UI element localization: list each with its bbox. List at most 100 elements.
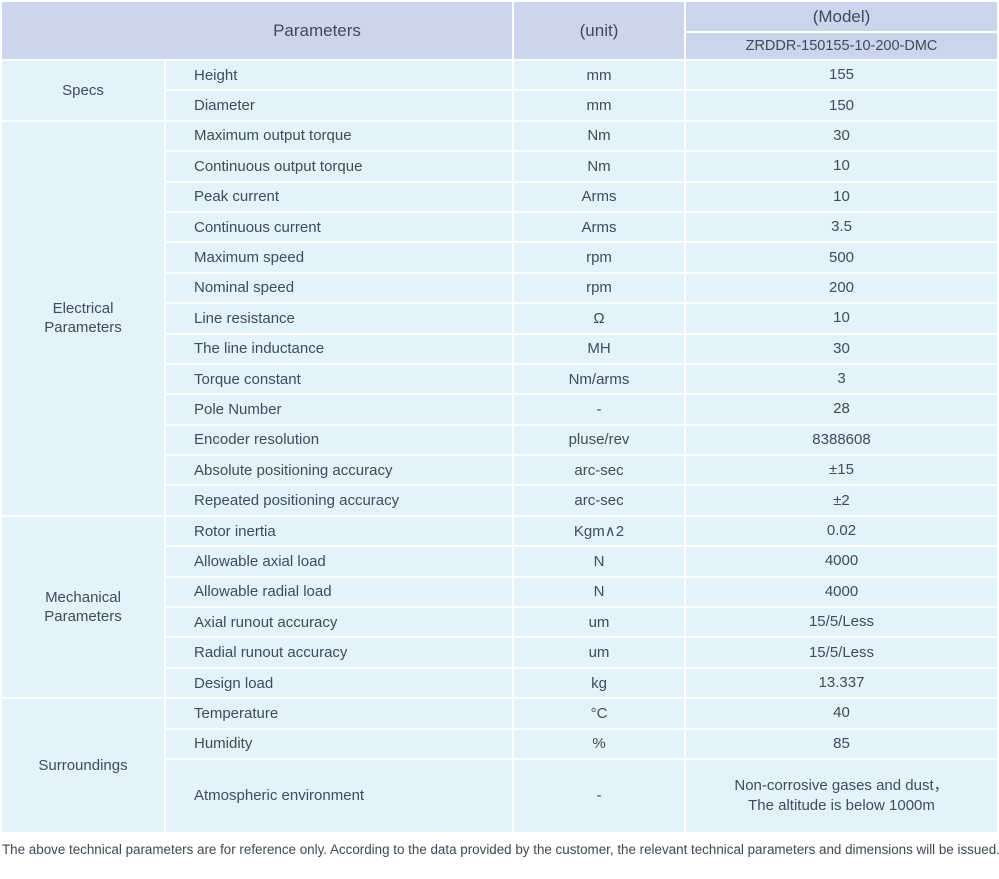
table-row: Line resistance Ω 10 (2, 304, 997, 333)
param-unit: MH (514, 334, 684, 363)
table-row: Pole Number - 28 (2, 395, 997, 424)
param-name: Design load (166, 668, 512, 698)
param-name: Pole Number (166, 395, 512, 424)
table-row: The line inductance MH 30 (2, 334, 997, 363)
param-value: ±15 (686, 456, 997, 485)
param-name: Radial runout accuracy (166, 638, 512, 667)
param-value: 30 (686, 334, 997, 363)
param-unit: % (514, 729, 684, 758)
param-name: Maximum output torque (166, 121, 512, 151)
param-name: The line inductance (166, 334, 512, 363)
param-value: 10 (686, 304, 997, 333)
param-unit: rpm (514, 273, 684, 303)
table-row: Axial runout accuracy um 15/5/Less (2, 608, 997, 637)
table-row: Humidity % 85 (2, 729, 997, 758)
param-unit: um (514, 638, 684, 667)
param-value: 30 (686, 121, 997, 151)
table-row: Continuous output torque Nm 10 (2, 152, 997, 181)
param-unit: arc-sec (514, 486, 684, 515)
param-unit: Nm (514, 121, 684, 151)
header-model: (Model) (686, 2, 997, 31)
param-value: 28 (686, 395, 997, 424)
param-name: Continuous output torque (166, 152, 512, 181)
header-row-1: Parameters (unit) (Model) (2, 2, 997, 59)
footer-note: The above technical parameters are for r… (2, 841, 999, 857)
param-name: Line resistance (166, 304, 512, 333)
param-value: 40 (686, 699, 997, 728)
table-row: Atmospheric environment - Non-corrosive … (2, 759, 997, 832)
table-row: Encoder resolution pluse/rev 8388608 (2, 425, 997, 455)
param-unit: Nm/arms (514, 364, 684, 394)
param-name: Nominal speed (166, 273, 512, 303)
table-row: Radial runout accuracy um 15/5/Less (2, 638, 997, 667)
param-value: 500 (686, 243, 997, 272)
table-row: Design load kg 13.337 (2, 668, 997, 698)
param-value: 4000 (686, 547, 997, 576)
table-row: Allowable radial load N 4000 (2, 577, 997, 607)
param-unit: Nm (514, 152, 684, 181)
header-unit: (unit) (514, 2, 684, 59)
table-row: Nominal speed rpm 200 (2, 273, 997, 303)
param-unit: Ω (514, 304, 684, 333)
header-parameters: Parameters (2, 2, 512, 59)
param-value: 15/5/Less (686, 638, 997, 667)
param-value: Non-corrosive gases and dust， The altitu… (686, 759, 997, 832)
table-row: Diameter mm 150 (2, 91, 997, 120)
param-unit: mm (514, 91, 684, 120)
param-value: 4000 (686, 577, 997, 607)
param-value: ±2 (686, 486, 997, 515)
table-row: Specs Height mm 155 (2, 61, 997, 120)
param-unit: - (514, 759, 684, 832)
section-label-specs: Specs (2, 61, 164, 120)
table-row: Surroundings Temperature °C 40 (2, 699, 997, 832)
param-unit: kg (514, 668, 684, 698)
header-model-value: ZRDDR-150155-10-200-DMC (686, 33, 997, 59)
param-unit: N (514, 547, 684, 576)
param-value: 8388608 (686, 425, 997, 455)
param-name: Continuous current (166, 212, 512, 242)
param-name: Axial runout accuracy (166, 608, 512, 637)
param-value: 0.02 (686, 516, 997, 546)
param-name: Atmospheric environment (166, 759, 512, 832)
param-unit: N (514, 577, 684, 607)
header-row-2: ZRDDR-150155-10-200-DMC (2, 33, 997, 59)
param-unit: mm (514, 61, 684, 90)
param-value: 155 (686, 61, 997, 90)
section-label-surroundings: Surroundings (2, 699, 164, 832)
table-row: Allowable axial load N 4000 (2, 547, 997, 576)
param-name: Allowable axial load (166, 547, 512, 576)
param-unit: arc-sec (514, 456, 684, 485)
param-name: Height (166, 61, 512, 90)
param-value: 10 (686, 152, 997, 181)
param-unit: Arms (514, 182, 684, 211)
section-label-electrical: Electrical Parameters (2, 121, 164, 515)
table-header: Parameters (unit) (Model) ZRDDR-150155-1… (2, 2, 997, 59)
spec-sheet: Parameters (unit) (Model) ZRDDR-150155-1… (2, 2, 999, 857)
param-unit: rpm (514, 243, 684, 272)
param-value: 3.5 (686, 212, 997, 242)
spec-table: Parameters (unit) (Model) ZRDDR-150155-1… (2, 2, 997, 832)
param-value: 150 (686, 91, 997, 120)
section-label-mechanical: Mechanical Parameters (2, 516, 164, 698)
table-body: Specs Height mm 155 Diameter mm 150 Elec… (2, 61, 997, 832)
param-name: Absolute positioning accuracy (166, 456, 512, 485)
param-name: Encoder resolution (166, 425, 512, 455)
param-name: Torque constant (166, 364, 512, 394)
param-name: Temperature (166, 699, 512, 728)
param-name: Allowable radial load (166, 577, 512, 607)
table-row: Electrical Parameters Maximum output tor… (2, 121, 997, 515)
param-name: Peak current (166, 182, 512, 211)
param-value: 15/5/Less (686, 608, 997, 637)
param-name: Diameter (166, 91, 512, 120)
param-name: Maximum speed (166, 243, 512, 272)
param-name: Rotor inertia (166, 516, 512, 546)
param-unit: Kgm∧2 (514, 516, 684, 546)
param-value: 200 (686, 273, 997, 303)
param-name: Humidity (166, 729, 512, 758)
table-row: Continuous current Arms 3.5 (2, 212, 997, 242)
table-row: Maximum speed rpm 500 (2, 243, 997, 272)
param-value: 10 (686, 182, 997, 211)
param-name: Repeated positioning accuracy (166, 486, 512, 515)
table-row: Absolute positioning accuracy arc-sec ±1… (2, 456, 997, 485)
param-value: 3 (686, 364, 997, 394)
